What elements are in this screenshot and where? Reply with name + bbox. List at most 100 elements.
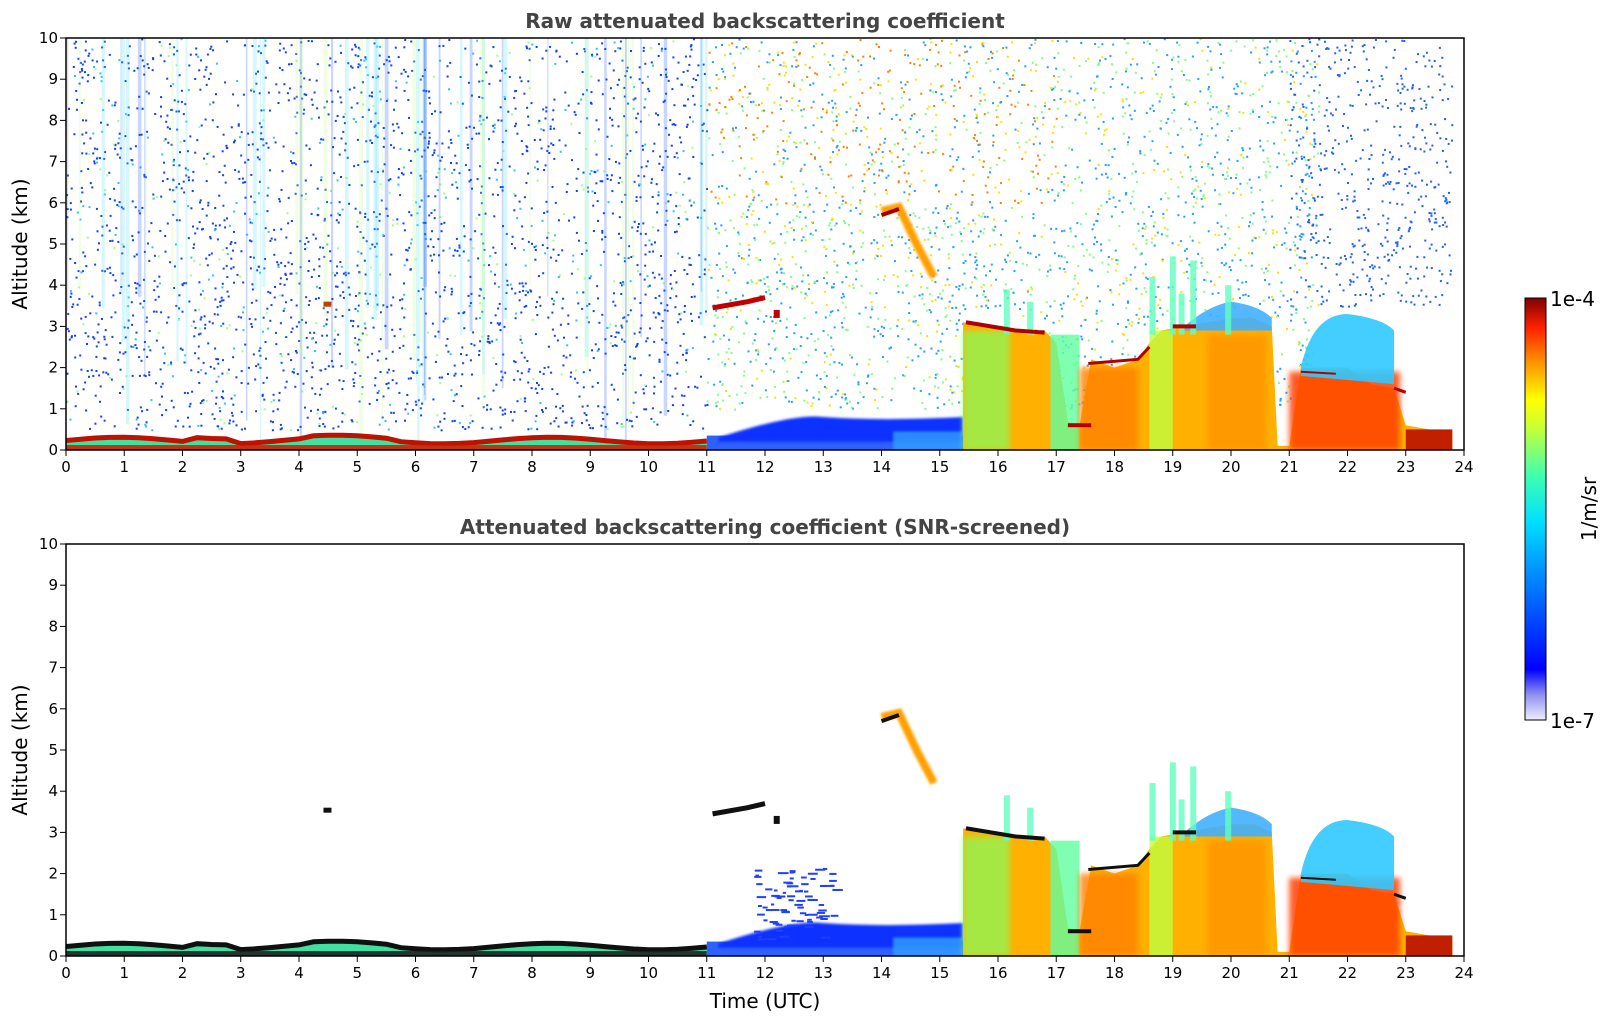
- noise-point: [870, 163, 873, 166]
- noise-point: [1142, 172, 1145, 175]
- noise-point: [952, 165, 955, 168]
- noise-point: [585, 249, 588, 252]
- noise-point: [987, 299, 990, 302]
- noise-point: [825, 387, 828, 390]
- noise-point: [251, 143, 254, 146]
- noise-point: [418, 205, 421, 208]
- noise-point: [548, 152, 551, 154]
- noise-point: [896, 325, 899, 328]
- noise-point: [1057, 52, 1060, 55]
- noise-point: [1058, 267, 1061, 270]
- noise-point: [806, 142, 808, 145]
- noise-point: [801, 227, 803, 230]
- noise-streak: [366, 38, 370, 308]
- noise-point: [830, 345, 833, 348]
- noise-point: [950, 233, 953, 236]
- noise-point: [927, 238, 930, 241]
- noise-point: [174, 425, 177, 428]
- noise-point: [849, 107, 852, 110]
- noise-point: [163, 139, 166, 142]
- noise-point: [338, 214, 341, 217]
- noise-point: [331, 405, 334, 408]
- noise-point: [624, 156, 627, 159]
- noise-point: [1129, 278, 1132, 281]
- noise-point: [251, 288, 254, 291]
- noise-point: [357, 325, 360, 328]
- noise-point: [140, 133, 143, 136]
- noise-point: [502, 150, 505, 153]
- noise-point: [613, 280, 616, 283]
- noise-point: [178, 74, 181, 77]
- noise-point: [408, 116, 410, 119]
- noise-point: [746, 96, 749, 99]
- noise-point: [1171, 68, 1173, 71]
- noise-point: [426, 331, 429, 334]
- noise-streak: [259, 38, 262, 443]
- noise-point: [832, 106, 834, 109]
- noise-point: [1200, 261, 1203, 264]
- noise-point: [912, 249, 915, 252]
- noise-point: [644, 253, 647, 256]
- noise-point: [111, 335, 114, 338]
- noise-point: [1125, 277, 1128, 280]
- noise-point: [199, 263, 201, 266]
- noise-point: [944, 101, 947, 104]
- noise-point: [1030, 43, 1033, 46]
- noise-point: [373, 125, 376, 128]
- noise-point: [894, 377, 896, 380]
- noise-point: [215, 358, 218, 361]
- noise-point: [1117, 259, 1119, 262]
- noise-point: [270, 304, 273, 307]
- noise-streak: [344, 38, 349, 370]
- noise-point: [1279, 397, 1282, 400]
- noise-point: [562, 213, 565, 215]
- noise-point: [201, 402, 204, 405]
- noise-point: [976, 139, 978, 142]
- noise-point: [159, 54, 162, 57]
- noise-point: [1069, 227, 1072, 230]
- noise-point: [1297, 343, 1300, 346]
- noise-point: [582, 188, 585, 191]
- noise-point: [477, 257, 480, 260]
- noise-point: [75, 90, 78, 92]
- noise-point: [379, 273, 382, 276]
- noise-point: [1137, 229, 1140, 232]
- noise-point: [1037, 154, 1040, 157]
- noise-point: [533, 246, 536, 249]
- noise-point: [1295, 312, 1298, 314]
- noise-point: [99, 157, 101, 160]
- noise-point: [926, 286, 929, 289]
- noise-point: [135, 418, 138, 421]
- noise-point: [730, 351, 733, 354]
- noise-point: [983, 227, 986, 230]
- noise-point: [578, 239, 580, 242]
- noise-point: [494, 314, 497, 317]
- noise-point: [213, 417, 216, 420]
- noise-point: [169, 261, 172, 264]
- noise-point: [404, 408, 407, 411]
- noise-point: [198, 308, 200, 311]
- noise-point: [312, 233, 315, 236]
- noise-point: [127, 67, 130, 70]
- noise-point: [1152, 225, 1155, 228]
- noise-point: [745, 46, 748, 48]
- noise-point: [686, 123, 689, 126]
- noise-point: [80, 271, 83, 274]
- noise-streak: [384, 38, 389, 350]
- noise-point: [417, 290, 420, 293]
- noise-point: [150, 399, 153, 402]
- noise-point: [1083, 318, 1086, 321]
- noise-point: [720, 131, 723, 134]
- noise-point: [499, 329, 502, 332]
- noise-point: [771, 337, 774, 340]
- noise-point: [1265, 176, 1268, 179]
- noise-point: [351, 48, 354, 51]
- noise-point: [505, 129, 508, 132]
- noise-point: [188, 425, 191, 428]
- noise-point: [830, 395, 833, 398]
- noise-point: [1006, 55, 1009, 58]
- noise-point: [809, 232, 812, 235]
- noise-point: [1005, 261, 1008, 263]
- noise-point: [890, 244, 893, 247]
- noise-point: [166, 321, 169, 324]
